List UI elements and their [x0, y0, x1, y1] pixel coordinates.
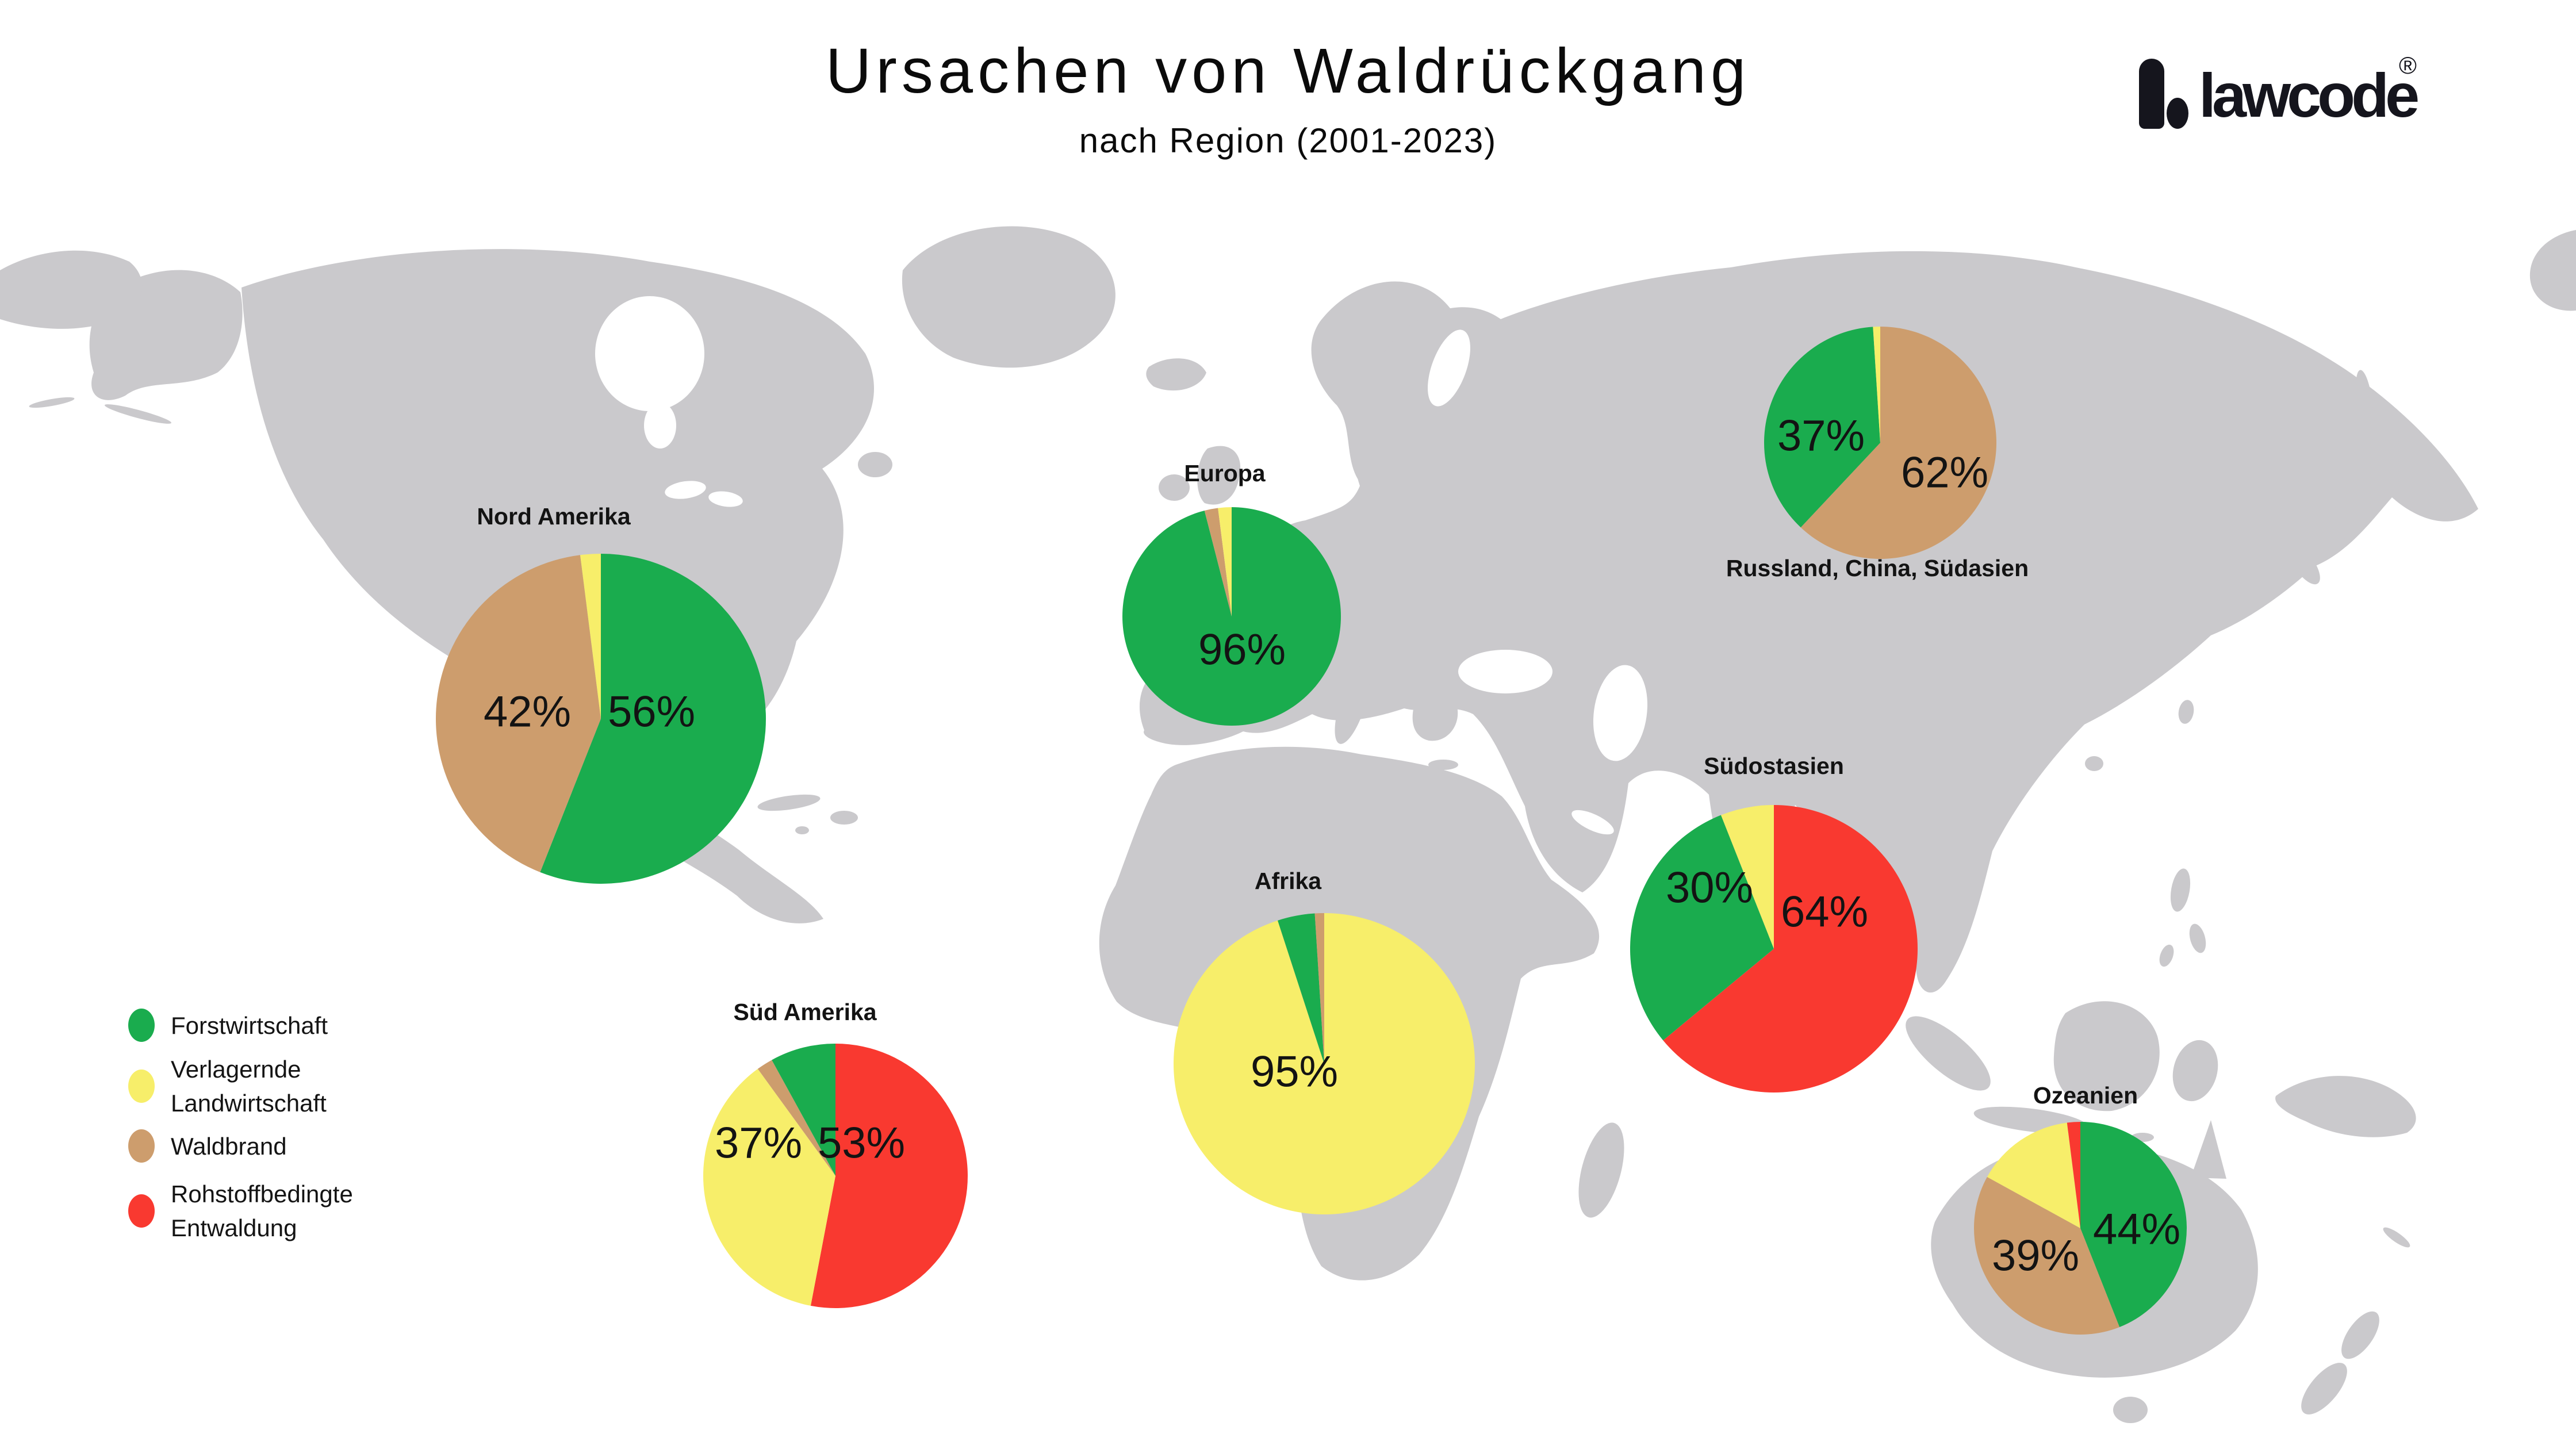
land-greenland [902, 226, 1116, 368]
pie-slice-suedostasien-green [1630, 815, 1774, 1041]
land-wrap-right [2529, 230, 2576, 311]
registered-trademark-mark: ® [2399, 52, 2417, 79]
lawcode-logo: lawcode ® [2131, 51, 2453, 148]
pie-value-label: 95% [1251, 1048, 1338, 1097]
landmasses [0, 226, 2576, 1423]
region-label-afrika: Afrika [1255, 868, 1322, 894]
pie-slice-sued-amerika-tan [757, 1060, 835, 1176]
black-sea [1458, 650, 1552, 693]
legend-dot-green [128, 1009, 155, 1042]
pie-value-label: 96% [1198, 626, 1286, 674]
land-sumatra [1906, 1016, 1991, 1091]
pie-value-label: 62% [1901, 448, 1988, 497]
land-tasmania [2113, 1397, 2148, 1423]
pie-slice-sued-amerika-yellow [703, 1068, 835, 1306]
pie-value-label: 39% [1992, 1232, 2079, 1281]
region-label-suedostasien: Südostasien [1704, 753, 1844, 779]
pie-nord-amerika: 56% 42% Nord Amerika [435, 503, 766, 884]
pie-slice-russland-china-suedasien-yellow [1873, 327, 1880, 443]
region-label-sued-amerika: Süd Amerika [733, 999, 877, 1025]
legend-item-verlagernde-landwirtschaft: Verlagernde Landwirtschaft [128, 1052, 327, 1120]
pie-suedostasien: 64% 30% Südostasien [1630, 753, 1918, 1093]
land-iceland [1146, 358, 1206, 391]
pie-slice-europa-green [1122, 507, 1341, 726]
legend-label: Waldbrand [171, 1132, 287, 1160]
pie-slice-nord-amerika-yellow [580, 554, 601, 719]
page-title: Ursachen von Waldrückgang [825, 36, 1751, 106]
legend-item-waldbrand: Waldbrand [128, 1129, 287, 1163]
land-new-zealand-north [2341, 1311, 2379, 1359]
land-chukotka [0, 250, 143, 329]
region-label-ozeanien: Ozeanien [2033, 1082, 2138, 1109]
pie-value-label: 30% [1666, 864, 1753, 913]
region-label-russland-china-suedasien: Russland, China, Südasien [1726, 555, 2029, 581]
legend-label: Forstwirtschaft [171, 1011, 328, 1039]
land-ireland [1159, 474, 1190, 501]
lawcode-logo-dot-icon [2167, 98, 2188, 129]
header: Ursachen von Waldrückgang nach Region (2… [0, 37, 2576, 160]
pie-slice-suedostasien-red [1663, 805, 1918, 1093]
land-japan [2314, 496, 2346, 542]
pie-sued-amerika: 53% 37% Süd Amerika [703, 999, 968, 1308]
land-uk [1197, 446, 1241, 505]
legend-dot-yellow [128, 1070, 155, 1103]
page-subtitle: nach Region (2001-2023) [1079, 121, 1497, 160]
lawcode-logo-text: lawcode [2199, 60, 2420, 130]
pie-slice-russland-china-suedasien-green [1764, 327, 1880, 528]
land-cape-york [2191, 1120, 2226, 1179]
land-eurasia [1139, 251, 2478, 993]
land-italy [1335, 665, 1370, 744]
legend-item-forstwirtschaft: Forstwirtschaft [128, 1009, 328, 1042]
legend-label: Verlagernde Landwirtschaft [171, 1056, 327, 1117]
pie-slice-ozeanien-tan [1973, 1176, 2120, 1335]
land-new-zealand-south [2301, 1363, 2347, 1414]
baltic-sea [1428, 329, 1470, 407]
land-cuba [757, 794, 821, 811]
pie-europa: 96% Europa [1122, 460, 1341, 726]
pie-slice-ozeanien-green [2080, 1121, 2187, 1328]
pie-ozeanien: 44% 39% Ozeanien [1973, 1082, 2187, 1335]
pie-value-label: 56% [608, 688, 695, 737]
pie-slice-sued-amerika-red [810, 1044, 968, 1308]
pie-value-label: 53% [818, 1119, 905, 1168]
legend-item-rohstoffbedingte-entwaldung: Rohstoffbedingte Entwaldung [128, 1177, 353, 1245]
pie-value-label: 64% [1781, 888, 1868, 937]
pie-afrika: 95% Afrika [1173, 868, 1475, 1214]
pie-slice-ozeanien-red [2067, 1122, 2080, 1228]
pie-slice-ozeanien-yellow [1987, 1122, 2080, 1228]
caspian-sea [1593, 665, 1648, 761]
legend-dot-tan [128, 1129, 155, 1163]
land-philippines [2170, 868, 2191, 912]
pie-slice-suedostasien-yellow [1720, 805, 1774, 949]
pie-slice-europa-yellow [1218, 507, 1232, 616]
land-borneo [2053, 1001, 2160, 1111]
pie-slice-afrika-green [1278, 913, 1324, 1064]
pie-slice-europa-tan [1204, 508, 1232, 616]
pie-slice-afrika-tan [1314, 913, 1324, 1064]
land-madagascar [1578, 1122, 1624, 1218]
great-lakes [665, 481, 706, 499]
pie-slice-nord-amerika-tan [435, 555, 601, 872]
pie-slice-afrika-yellow [1173, 913, 1475, 1214]
pie-russland-china-suedasien: 62% 37% Russland, China, Südasien [1726, 327, 2029, 581]
region-label-europa: Europa [1184, 460, 1266, 486]
land-greece [1412, 692, 1458, 741]
pie-slice-sued-amerika-green [772, 1044, 835, 1176]
legend-label: Rohstoffbedingte Entwaldung [171, 1180, 353, 1241]
hudson-bay [595, 296, 704, 411]
pie-value-label: 37% [715, 1119, 802, 1168]
land-sulawesi [2172, 1040, 2218, 1102]
land-new-guinea [2275, 1076, 2416, 1137]
pie-value-label: 44% [2093, 1205, 2180, 1254]
pie-slice-russland-china-suedasien-tan [1800, 327, 1997, 559]
pie-value-label: 37% [1777, 412, 1865, 461]
region-label-nord-amerika: Nord Amerika [477, 503, 631, 530]
legend-dot-red [128, 1194, 155, 1228]
lawcode-logo-icon [2139, 59, 2164, 129]
pie-slice-nord-amerika-green [540, 554, 766, 884]
pie-value-label: 42% [484, 688, 571, 737]
